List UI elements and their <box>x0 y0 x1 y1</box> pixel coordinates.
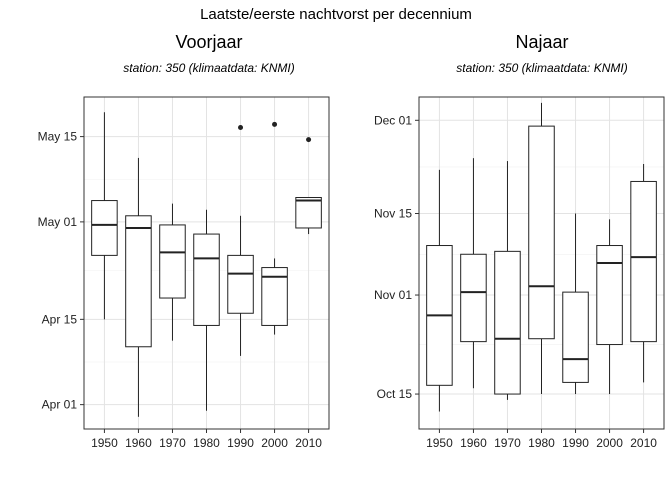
box-body <box>630 180 657 343</box>
chart-panel: Najaar station: 350 (klimaatdata: KNMI) Oc… <box>374 32 665 450</box>
outlier-point <box>306 137 312 143</box>
box-2000 <box>261 121 288 335</box>
x-tick-label: 2010 <box>295 436 322 450</box>
box-1990 <box>227 124 254 356</box>
y-tick-label: Oct 15 <box>377 387 413 401</box>
y-tick-label: Nov 15 <box>374 206 412 220</box>
x-tick-label: 1970 <box>494 436 521 450</box>
x-tick-label: 1950 <box>426 436 453 450</box>
box-body <box>460 253 487 343</box>
y-tick-label: Apr 15 <box>42 312 78 326</box>
x-tick-label: 1960 <box>125 436 152 450</box>
x-tick-label: 1990 <box>227 436 254 450</box>
x-tick-label: 2010 <box>630 436 657 450</box>
box-1960 <box>125 157 152 417</box>
box-1950 <box>426 169 453 412</box>
box-body <box>159 224 186 299</box>
y-tick-label: Nov 01 <box>374 288 412 302</box>
box-1970 <box>494 161 521 400</box>
page-title: Laatste/eerste nachtvorst per decennium <box>200 6 472 23</box>
box-body <box>227 254 254 314</box>
panel-title: Voorjaar <box>175 32 242 52</box>
box-body <box>295 197 322 229</box>
box-body <box>125 215 152 348</box>
box-body <box>193 233 220 326</box>
x-tick-label: 2000 <box>596 436 623 450</box>
box-2000 <box>596 219 623 395</box>
x-tick-label: 1990 <box>562 436 589 450</box>
box-body <box>91 200 118 256</box>
x-tick-label: 2000 <box>261 436 288 450</box>
box-1990 <box>562 213 589 395</box>
y-tick-label: Dec 01 <box>374 113 412 127</box>
panel-title: Najaar <box>515 32 568 52</box>
y-tick-label: Apr 01 <box>42 398 78 412</box>
outlier-point <box>272 121 278 127</box>
x-tick-label: 1980 <box>528 436 555 450</box>
box-1980 <box>193 209 220 411</box>
panel-subtitle: station: 350 (klimaatdata: KNMI) <box>123 61 294 75</box>
x-tick-label: 1980 <box>193 436 220 450</box>
box-body <box>494 250 521 395</box>
x-tick-label: 1960 <box>460 436 487 450</box>
panel-subtitle: station: 350 (klimaatdata: KNMI) <box>456 61 627 75</box>
y-tick-label: May 15 <box>38 130 78 144</box>
box-2010 <box>295 137 322 235</box>
box-body <box>528 125 555 340</box>
box-1980 <box>528 102 555 395</box>
y-tick-label: May 01 <box>38 215 78 229</box>
outlier-point <box>238 124 244 130</box>
x-tick-label: 1950 <box>91 436 118 450</box>
chart-panel: Voorjaar station: 350 (klimaatdata: KNMI)… <box>38 32 330 450</box>
box-body <box>596 245 623 346</box>
box-1950 <box>91 112 118 320</box>
box-body <box>562 291 589 383</box>
box-1960 <box>460 158 487 389</box>
box-2010 <box>630 163 657 383</box>
x-tick-label: 1970 <box>159 436 186 450</box>
box-1970 <box>159 203 186 341</box>
